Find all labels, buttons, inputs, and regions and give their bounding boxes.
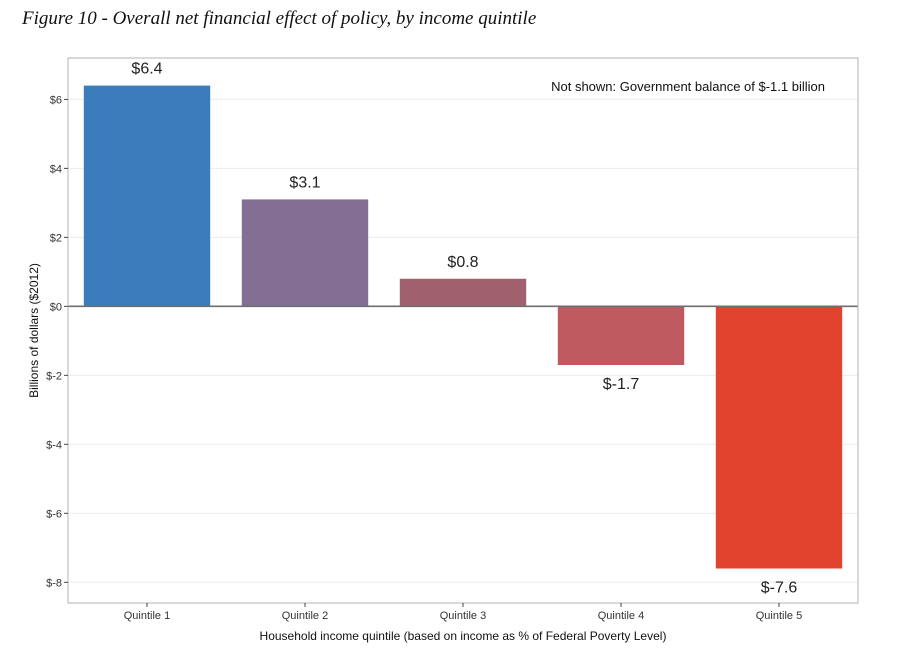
figure-title: Figure 10 - Overall net financial effect… [22, 8, 537, 29]
bar-value-label: $-7.6 [761, 580, 798, 597]
x-tick-label: Quintile 1 [124, 610, 170, 622]
bar-4 [557, 306, 685, 365]
x-tick-label: Quintile 3 [440, 610, 486, 622]
x-axis-title: Household income quintile (based on inco… [260, 629, 667, 643]
y-tick-label: $0 [50, 301, 62, 313]
bar-5 [715, 306, 843, 569]
data-labels: $6.4 $3.1 $0.8 $-1.7 $-7.6 [131, 61, 797, 597]
x-tick-label: Quintile 2 [282, 610, 328, 622]
x-tick-label: Quintile 5 [756, 610, 802, 622]
bar-3 [399, 278, 527, 307]
bar-1 [83, 85, 211, 307]
x-axis: Quintile 1 Quintile 2 Quintile 3 Quintile 4… [124, 603, 802, 622]
bars [83, 85, 843, 569]
y-tick-label: $4 [50, 163, 62, 175]
y-tick-label: $-2 [46, 370, 62, 382]
bar-value-label: $-1.7 [603, 376, 640, 393]
y-tick-label: $2 [50, 232, 62, 244]
y-tick-label: $-8 [46, 577, 62, 589]
y-tick-label: $-4 [46, 439, 62, 451]
y-axis: $6 $4 $2 $0 $-2 $-4 $-6 $-8 [46, 94, 68, 589]
y-tick-label: $-6 [46, 508, 62, 520]
bar-value-label: $0.8 [447, 254, 478, 271]
chart-annotation: Not shown: Government balance of $-1.1 b… [551, 79, 825, 94]
bar-2 [241, 199, 369, 307]
bar-value-label: $3.1 [289, 174, 320, 191]
y-tick-label: $6 [50, 94, 62, 106]
y-axis-title: Billions of dollars ($2012) [27, 263, 41, 398]
bar-value-label: $6.4 [131, 61, 162, 78]
x-tick-label: Quintile 4 [598, 610, 644, 622]
